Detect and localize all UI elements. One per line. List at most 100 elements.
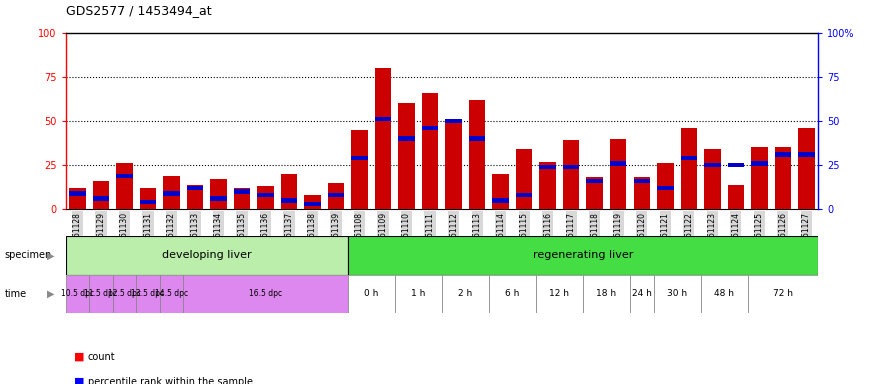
Bar xyxy=(704,163,720,167)
Bar xyxy=(751,147,767,209)
Bar xyxy=(634,177,650,209)
Bar xyxy=(728,163,744,167)
Bar xyxy=(160,275,183,313)
Bar xyxy=(113,275,136,313)
Text: time: time xyxy=(4,289,26,299)
Text: 48 h: 48 h xyxy=(714,289,734,298)
Bar xyxy=(540,165,556,169)
Bar xyxy=(469,136,486,141)
Text: ■: ■ xyxy=(74,352,85,362)
Text: GDS2577 / 1453494_at: GDS2577 / 1453494_at xyxy=(66,4,211,17)
Bar xyxy=(89,275,113,313)
Bar xyxy=(634,179,650,183)
Bar xyxy=(66,236,348,275)
Bar xyxy=(610,161,626,166)
Bar xyxy=(328,183,344,209)
Bar xyxy=(610,139,626,209)
Text: 10.5 dpc: 10.5 dpc xyxy=(61,289,94,298)
Text: count: count xyxy=(88,352,116,362)
Bar xyxy=(186,186,203,190)
Bar xyxy=(164,176,179,209)
Bar xyxy=(398,103,415,209)
Bar xyxy=(654,275,701,313)
Bar xyxy=(116,163,133,209)
Bar xyxy=(516,193,532,197)
Text: 0 h: 0 h xyxy=(364,289,379,298)
Bar xyxy=(489,275,536,313)
Bar xyxy=(445,119,462,123)
Bar xyxy=(563,141,579,209)
Bar xyxy=(140,188,156,209)
Bar xyxy=(728,185,744,209)
Bar xyxy=(348,236,818,275)
Bar xyxy=(774,152,791,157)
Text: developing liver: developing liver xyxy=(162,250,251,260)
Bar xyxy=(657,163,674,209)
Text: ■: ■ xyxy=(74,377,85,384)
Bar xyxy=(586,177,603,209)
Text: 6 h: 6 h xyxy=(505,289,520,298)
Bar xyxy=(398,136,415,141)
Bar xyxy=(257,193,274,197)
Text: percentile rank within the sample: percentile rank within the sample xyxy=(88,377,253,384)
Bar xyxy=(66,275,89,313)
Bar xyxy=(93,181,109,209)
Bar xyxy=(164,191,179,195)
Bar xyxy=(281,198,298,203)
Bar xyxy=(69,191,86,195)
Text: 24 h: 24 h xyxy=(632,289,652,298)
Bar xyxy=(257,186,274,209)
Bar xyxy=(136,275,160,313)
Bar xyxy=(422,93,438,209)
Bar xyxy=(374,68,391,209)
Text: 1 h: 1 h xyxy=(411,289,425,298)
Bar xyxy=(116,174,133,178)
Bar xyxy=(352,130,367,209)
Text: regenerating liver: regenerating liver xyxy=(533,250,634,260)
Bar xyxy=(234,189,250,194)
Bar xyxy=(442,275,489,313)
Text: 12.5 dpc: 12.5 dpc xyxy=(108,289,141,298)
Text: specimen: specimen xyxy=(4,250,52,260)
Bar xyxy=(352,156,367,160)
Bar xyxy=(348,275,395,313)
Text: 11.5 dpc: 11.5 dpc xyxy=(84,289,117,298)
Bar xyxy=(140,200,156,204)
Bar xyxy=(704,149,720,209)
Bar xyxy=(395,275,442,313)
Text: 30 h: 30 h xyxy=(667,289,687,298)
Bar xyxy=(751,161,767,166)
Bar xyxy=(516,149,532,209)
Text: 18 h: 18 h xyxy=(597,289,617,298)
Bar xyxy=(798,128,815,209)
Bar xyxy=(186,185,203,209)
Bar xyxy=(93,197,109,201)
Bar xyxy=(536,275,583,313)
Bar xyxy=(681,156,697,160)
Bar xyxy=(493,174,509,209)
Bar xyxy=(69,188,86,209)
Text: 14.5 dpc: 14.5 dpc xyxy=(155,289,188,298)
Bar xyxy=(493,198,509,203)
Bar xyxy=(234,188,250,209)
Bar xyxy=(701,275,747,313)
Bar xyxy=(747,275,818,313)
Text: ▶: ▶ xyxy=(47,289,55,299)
Bar xyxy=(328,193,344,197)
Bar xyxy=(681,128,697,209)
Bar xyxy=(657,186,674,190)
Text: 16.5 dpc: 16.5 dpc xyxy=(249,289,282,298)
Bar xyxy=(540,162,556,209)
Text: 12 h: 12 h xyxy=(550,289,570,298)
Bar xyxy=(210,197,227,201)
Bar xyxy=(583,275,630,313)
Text: 13.5 dpc: 13.5 dpc xyxy=(131,289,164,298)
Bar xyxy=(183,275,348,313)
Text: ▶: ▶ xyxy=(47,250,55,260)
Bar xyxy=(281,174,298,209)
Bar xyxy=(798,152,815,157)
Bar xyxy=(445,121,462,209)
Bar xyxy=(304,202,321,206)
Bar xyxy=(469,100,486,209)
Bar xyxy=(210,179,227,209)
